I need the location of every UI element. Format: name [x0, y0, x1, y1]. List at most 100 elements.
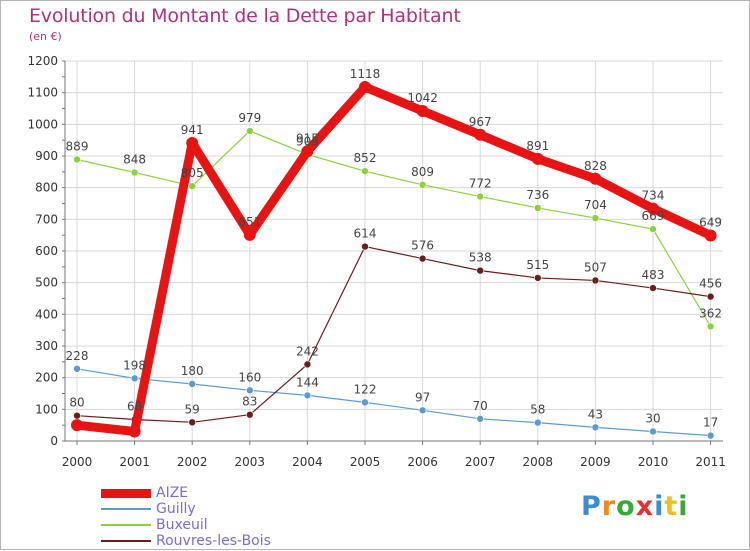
data-point — [647, 202, 659, 215]
x-tick-label: 2008 — [523, 455, 554, 469]
data-label: 828 — [584, 159, 607, 173]
data-point — [476, 192, 485, 201]
data-point — [73, 155, 81, 164]
data-point — [649, 225, 657, 233]
data-label: 889 — [66, 139, 89, 153]
data-label: 915 — [296, 131, 319, 145]
data-label: 891 — [526, 139, 549, 153]
series-line — [76, 368, 712, 437]
series-line — [76, 245, 712, 423]
data-point — [71, 419, 83, 432]
data-label: 43 — [588, 407, 603, 421]
data-point — [246, 127, 254, 135]
data-label: 122 — [354, 382, 377, 396]
data-label: 614 — [354, 227, 377, 241]
legend-swatch — [101, 540, 151, 542]
data-point — [476, 266, 485, 275]
data-point — [649, 427, 657, 436]
logo-letter: P — [581, 491, 602, 522]
y-tick-label: 1000 — [27, 117, 58, 131]
data-point — [130, 374, 139, 383]
data-label: 507 — [584, 260, 607, 274]
data-point — [706, 431, 715, 440]
legend-label: Rouvres-les-Bois — [156, 533, 271, 549]
data-label: 80 — [69, 396, 84, 410]
data-label: 905 — [296, 134, 319, 148]
data-label: 180 — [181, 364, 204, 378]
data-point — [73, 411, 81, 420]
data-point — [359, 80, 371, 93]
data-label: 1118 — [350, 67, 381, 81]
legend-swatch — [101, 508, 151, 510]
series-line — [72, 82, 716, 436]
x-tick-label: 2009 — [580, 455, 611, 469]
y-tick-label: 200 — [35, 371, 58, 385]
x-tick-label: 2010 — [638, 455, 669, 469]
data-point — [706, 322, 715, 331]
data-point — [531, 152, 544, 165]
logo-letter: i — [678, 491, 689, 522]
data-point — [301, 145, 314, 158]
data-label: 17 — [703, 416, 718, 430]
data-point — [474, 128, 487, 141]
data-label: 242 — [296, 344, 319, 358]
chart-title: Evolution du Montant de la Dette par Hab… — [29, 5, 461, 27]
data-label: 704 — [584, 198, 607, 212]
data-label: 734 — [642, 189, 665, 203]
x-tick-label: 2001 — [119, 455, 150, 469]
data-point — [533, 418, 542, 427]
data-label: 805 — [181, 166, 204, 180]
data-point — [533, 274, 542, 282]
x-tick-label: 2007 — [465, 455, 496, 469]
proxiti-logo: Proxiti — [581, 491, 689, 522]
x-tick-label: 2006 — [407, 455, 438, 469]
data-label: 979 — [238, 111, 261, 125]
data-point — [361, 167, 369, 175]
x-tick-label: 2005 — [350, 455, 381, 469]
data-label: 58 — [530, 403, 545, 417]
data-label: 70 — [473, 399, 488, 413]
data-label: 228 — [66, 349, 89, 363]
data-label: 456 — [699, 277, 722, 291]
data-label: 160 — [238, 370, 261, 384]
data-point — [186, 137, 199, 150]
data-point — [243, 228, 256, 241]
logo-letter: t — [664, 491, 679, 522]
y-tick-label: 100 — [35, 402, 58, 416]
data-label: 538 — [469, 251, 492, 265]
data-point — [361, 398, 369, 407]
data-label: 848 — [123, 152, 146, 166]
data-label: 30 — [645, 412, 660, 426]
data-point — [418, 254, 427, 263]
y-tick-label: 900 — [35, 149, 58, 163]
data-label: 852 — [354, 151, 377, 165]
data-point — [188, 380, 196, 388]
data-label: 144 — [296, 375, 319, 389]
data-label: 198 — [123, 358, 146, 372]
data-label: 1042 — [407, 91, 438, 105]
data-label: 576 — [411, 239, 434, 253]
y-tick-label: 800 — [35, 181, 58, 195]
x-tick-label: 2011 — [695, 455, 726, 469]
data-label: 669 — [642, 209, 665, 223]
data-label: 97 — [415, 390, 430, 404]
logo-letter: o — [616, 491, 636, 522]
data-point — [303, 360, 312, 369]
x-tick-label: 2002 — [177, 455, 208, 469]
data-point — [188, 182, 196, 190]
data-label: 651 — [238, 215, 261, 229]
data-point — [303, 391, 312, 400]
data-point — [361, 242, 369, 251]
data-point — [418, 181, 427, 189]
data-label: 68 — [127, 399, 142, 413]
logo-letter: r — [601, 491, 617, 522]
y-tick-label: 400 — [35, 307, 58, 321]
y-tick-label: 1100 — [27, 86, 58, 100]
x-tick-label: 2003 — [235, 455, 266, 469]
data-point — [416, 105, 429, 118]
legend-swatch — [101, 488, 151, 498]
data-point — [706, 292, 715, 301]
y-tick-label: 500 — [35, 276, 58, 290]
data-point — [533, 204, 542, 212]
